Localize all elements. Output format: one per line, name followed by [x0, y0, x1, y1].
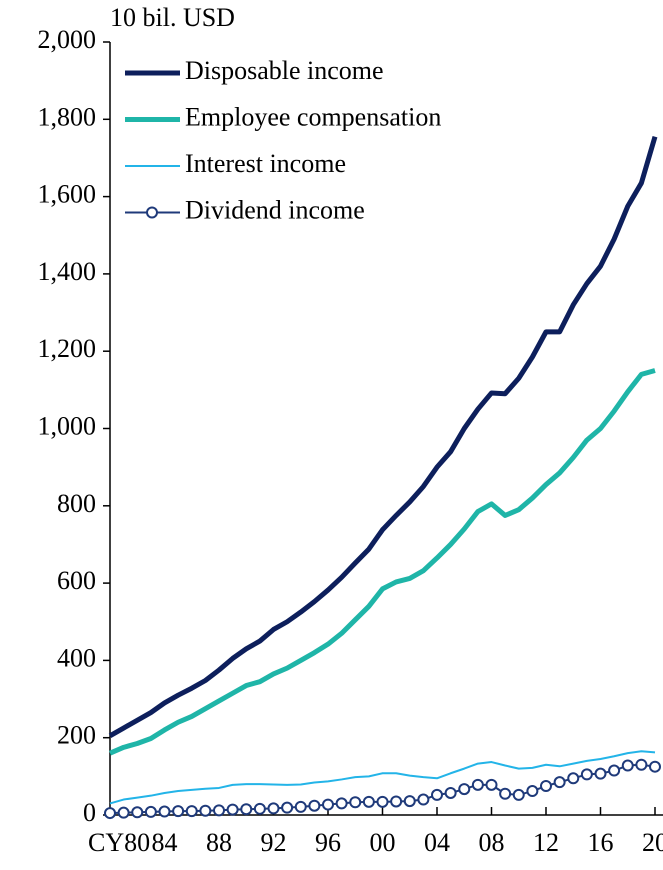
series-line: [108, 135, 658, 738]
data-point: [117, 806, 130, 819]
data-point: [308, 799, 321, 812]
data-point: [567, 772, 580, 785]
series-line: [109, 368, 656, 756]
y-tick-label: 200: [57, 721, 96, 750]
data-point: [226, 803, 239, 816]
legend-label: Disposable income: [185, 56, 384, 85]
data-point: [608, 764, 621, 777]
data-point: [499, 787, 512, 800]
legend-label: Dividend income: [185, 195, 365, 224]
x-tick-label: 08: [479, 828, 505, 857]
data-point: [199, 804, 212, 817]
y-tick-label: 1,800: [38, 102, 97, 131]
data-point: [294, 800, 307, 813]
data-point: [185, 805, 198, 818]
x-tick-label: 88: [206, 828, 232, 857]
data-point: [621, 759, 634, 772]
data-point: [458, 783, 471, 796]
data-point: [158, 805, 171, 818]
data-point: [580, 768, 593, 781]
data-point: [512, 788, 525, 801]
data-point: [444, 786, 457, 799]
data-point: [131, 806, 144, 819]
data-point: [267, 802, 280, 815]
data-point: [172, 805, 185, 818]
x-tick-label: 20: [642, 828, 663, 857]
data-point: [403, 795, 416, 808]
data-point: [281, 801, 294, 814]
data-point: [485, 778, 498, 791]
x-tick-label: 96: [315, 828, 341, 857]
data-point: [417, 793, 430, 806]
y-tick-label: 1,200: [38, 334, 97, 363]
legend-label: Interest income: [185, 149, 346, 178]
data-point: [594, 767, 607, 780]
legend-label: Employee compensation: [185, 102, 441, 131]
unit-label: 10 bil. USD: [110, 3, 235, 32]
x-tick-label: 92: [261, 828, 287, 857]
data-point: [553, 776, 566, 789]
data-point: [376, 795, 389, 808]
legend-marker: [146, 206, 158, 219]
data-point: [104, 807, 116, 820]
data-point: [526, 785, 539, 798]
y-tick-label: 1,400: [38, 257, 97, 286]
data-point: [471, 778, 484, 791]
data-point: [240, 803, 253, 816]
y-tick-label: 2,000: [38, 25, 97, 54]
data-point: [431, 788, 443, 801]
y-tick-label: 1,600: [38, 180, 97, 209]
x-tick-label: CY80: [88, 828, 150, 857]
data-point: [362, 795, 375, 808]
y-tick-label: 600: [57, 566, 96, 595]
data-point: [253, 802, 266, 815]
data-point: [635, 758, 648, 771]
data-point: [649, 760, 661, 773]
x-tick-label: 16: [588, 828, 614, 857]
y-tick-label: 1,000: [38, 411, 97, 440]
y-tick-label: 800: [57, 489, 96, 518]
data-point: [213, 804, 225, 817]
y-tick-label: 0: [83, 798, 96, 827]
data-point: [144, 805, 157, 818]
x-tick-label: 04: [424, 828, 450, 857]
data-point: [390, 795, 403, 808]
data-point: [335, 797, 348, 810]
data-point: [349, 796, 362, 809]
series-line: [109, 750, 656, 805]
data-point: [322, 798, 334, 811]
data-point: [540, 780, 552, 793]
x-tick-label: 84: [152, 828, 178, 857]
y-tick-label: 400: [57, 643, 96, 672]
x-tick-label: 00: [370, 828, 396, 857]
x-tick-label: 12: [533, 828, 559, 857]
